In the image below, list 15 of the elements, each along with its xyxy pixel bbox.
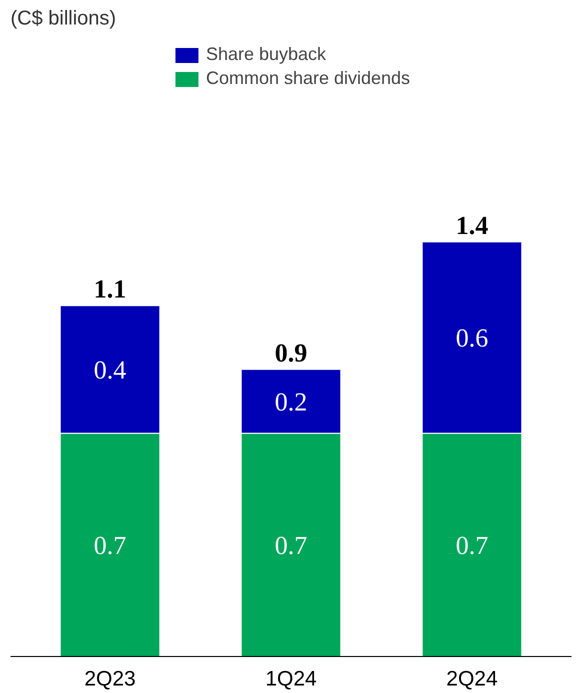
total-label: 1.1 (94, 274, 126, 304)
legend-label: Common share dividends (206, 68, 410, 89)
total-label: 0.9 (274, 338, 308, 368)
x-tick-label: 1Q24 (265, 668, 318, 690)
x-tick-label: 2Q23 (84, 668, 136, 690)
data-label: 0.6 (456, 324, 488, 353)
data-label: 0.2 (274, 387, 308, 416)
data-label: 0.7 (94, 530, 126, 560)
data-label: 0.7 (274, 530, 308, 560)
total-label: 1.4 (456, 210, 488, 240)
chart-subtitle: (C$ billions) (10, 8, 116, 30)
data-label: 0.4 (94, 355, 126, 384)
data-label: 0.7 (456, 530, 488, 560)
x-tick-label: 2Q24 (446, 668, 498, 690)
legend-label: Share buyback (206, 44, 326, 65)
